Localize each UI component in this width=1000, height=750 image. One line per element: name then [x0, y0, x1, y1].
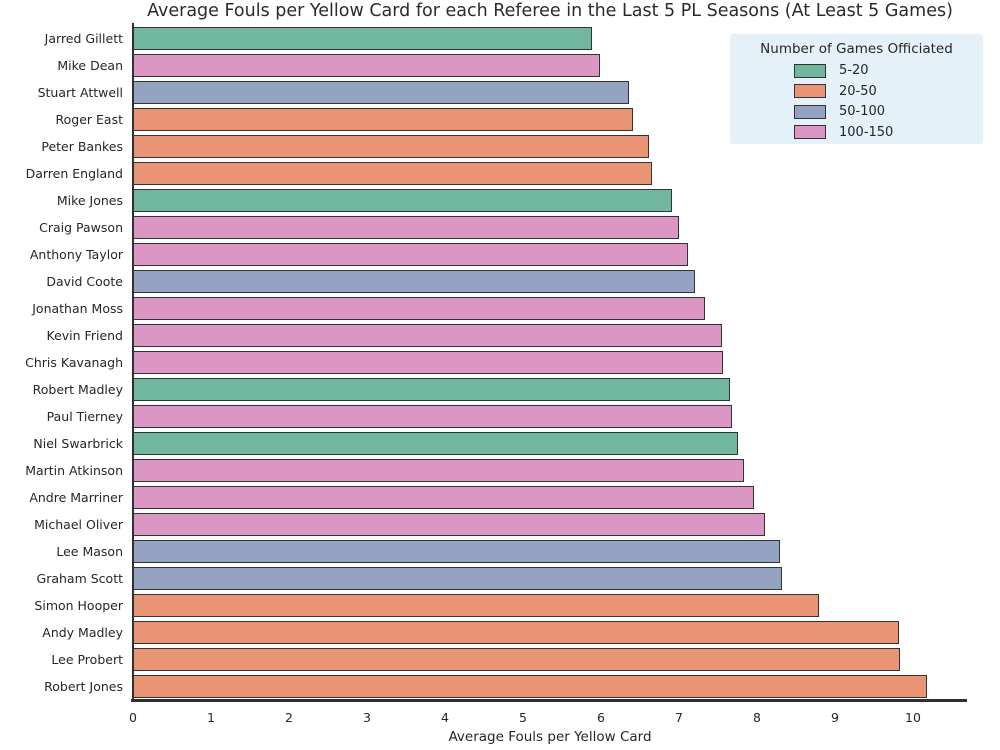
bar — [133, 512, 765, 536]
bar — [133, 593, 819, 617]
bar — [133, 107, 633, 131]
x-tick-label: 1 — [207, 710, 215, 725]
legend-entry: 20-50 — [794, 83, 983, 99]
bar — [133, 323, 722, 347]
legend-entry-label: 50-100 — [839, 104, 886, 119]
legend-entry: 5-20 — [794, 63, 983, 78]
legend-entries: 5-20 20-50 50-100 100-150 — [730, 63, 983, 140]
bar — [133, 188, 672, 212]
bar — [133, 404, 733, 428]
x-tick-label: 4 — [441, 710, 449, 725]
x-tick-label: 3 — [363, 710, 371, 725]
y-tick-label: Mike Dean — [57, 57, 123, 73]
y-tick-label: Michael Oliver — [34, 516, 123, 532]
bar — [133, 647, 900, 671]
y-tick-label: Robert Jones — [44, 678, 123, 694]
y-tick-label: Lee Probert — [51, 651, 123, 667]
chart-title: Average Fouls per Yellow Card for each R… — [147, 1, 953, 21]
y-tick-label: Niel Swarbrick — [33, 435, 123, 451]
bar — [133, 269, 695, 293]
legend-entry: 50-100 — [794, 104, 983, 119]
x-tick-label: 8 — [753, 710, 761, 725]
y-tick-label: Mike Jones — [56, 192, 123, 208]
bar — [133, 242, 689, 266]
bar — [133, 215, 679, 239]
y-tick-label: Martin Atkinson — [25, 462, 123, 478]
y-tick-label: Peter Bankes — [41, 138, 123, 154]
x-tick-label: 0 — [129, 710, 137, 725]
bar — [133, 674, 928, 698]
y-tick-label: Andy Madley — [42, 624, 123, 640]
legend-swatch — [794, 63, 826, 78]
bar — [133, 161, 652, 185]
y-tick-label: Kevin Friend — [46, 327, 123, 343]
y-tick-label: Stuart Attwell — [37, 84, 123, 100]
y-tick-label: Graham Scott — [36, 570, 123, 586]
x-tick-label: 10 — [905, 710, 921, 725]
y-tick-label: Roger East — [55, 111, 123, 127]
y-tick-label: Lee Mason — [56, 543, 123, 559]
bar — [133, 458, 744, 482]
bar — [133, 485, 754, 509]
y-tick-label: Jarred Gillett — [44, 30, 123, 46]
y-tick-label: David Coote — [46, 273, 123, 289]
x-tick-label: 2 — [285, 710, 293, 725]
x-tick-label: 7 — [675, 710, 683, 725]
bar — [133, 80, 630, 104]
legend-entry: 100-150 — [794, 124, 983, 140]
bar — [133, 26, 593, 50]
x-tick-label: 6 — [597, 710, 605, 725]
legend: Number of Games Officiated 5-20 20-50 50-1… — [730, 34, 983, 144]
bar — [133, 431, 739, 455]
y-tick-label: Robert Madley — [32, 381, 123, 397]
x-axis-line — [131, 699, 967, 702]
bar — [133, 296, 705, 320]
bar — [133, 620, 899, 644]
bar — [133, 350, 723, 374]
y-tick-label: Paul Tierney — [46, 408, 123, 424]
bar — [133, 134, 649, 158]
x-tick-label: 5 — [519, 710, 527, 725]
legend-swatch — [794, 104, 826, 119]
legend-swatch — [794, 125, 826, 139]
y-tick-label: Andre Marriner — [29, 489, 123, 505]
y-tick-label: Anthony Taylor — [29, 246, 123, 262]
y-tick-label: Chris Kavanagh — [25, 354, 123, 370]
y-tick-label: Simon Hooper — [34, 597, 123, 613]
bar — [133, 566, 782, 590]
bar — [133, 377, 731, 401]
y-tick-label: Darren England — [25, 165, 123, 181]
x-tick-label: 9 — [831, 710, 839, 725]
bar — [133, 53, 601, 77]
legend-entry-label: 5-20 — [839, 63, 869, 78]
legend-entry-label: 100-150 — [839, 124, 894, 140]
x-axis-label: Average Fouls per Yellow Card — [448, 729, 652, 745]
legend-swatch — [794, 84, 826, 98]
legend-entry-label: 20-50 — [839, 83, 877, 99]
y-tick-label: Jonathan Moss — [32, 300, 123, 316]
legend-title: Number of Games Officiated — [760, 41, 953, 57]
y-tick-label: Craig Pawson — [39, 219, 123, 235]
bar — [133, 539, 781, 563]
